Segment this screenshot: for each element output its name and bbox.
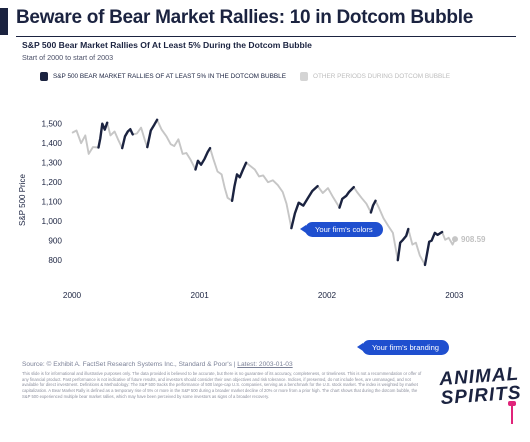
rally-segment-4 <box>194 146 212 171</box>
y-tick-label: 1,000 <box>42 217 63 226</box>
other-segment-4 <box>156 118 197 171</box>
title-rule <box>16 36 516 37</box>
rally-segment-9 <box>396 227 410 262</box>
chart-title: Beware of Bear Market Rallies: 10 in Dot… <box>16 7 473 28</box>
y-tick-label: 1,100 <box>42 198 63 207</box>
x-tick-label: 2003 <box>445 291 464 300</box>
y-tick-label: 1,200 <box>42 178 63 187</box>
rally-segment-6 <box>290 184 319 230</box>
legend-swatch-rally <box>40 71 48 81</box>
other-segment-8 <box>352 186 372 214</box>
rally-segment-1 <box>97 121 109 149</box>
source-text: Source: © Exhibit A. FactSet Research Sy… <box>22 361 236 368</box>
other-segment-1 <box>71 129 100 155</box>
rally-segment-2 <box>120 127 134 150</box>
other-segment-3 <box>131 126 149 149</box>
rally-segment-8 <box>369 199 377 214</box>
y-axis-label: S&P 500 Price <box>18 174 27 226</box>
source-line: Source: © Exhibit A. FactSet Research Sy… <box>22 361 293 368</box>
callout-firm-colors: Your firm's colors <box>300 222 383 237</box>
y-tick-label: 1,300 <box>42 159 63 168</box>
price-chart: 800 900 1,000 1,100 1,200 1,300 1,400 1,500 200… <box>18 118 486 300</box>
other-segment-11 <box>441 231 456 246</box>
latest-date-link[interactable]: Latest: 2003-01-03 <box>237 361 293 368</box>
end-point <box>452 236 458 243</box>
disclaimer-text: This slide is for informational and illu… <box>22 371 422 399</box>
title-accent-bar <box>0 8 8 35</box>
x-axis: 2000 2001 2002 2003 <box>63 291 464 300</box>
y-tick-label: 1,500 <box>42 120 63 129</box>
end-marker: 908.59 <box>452 235 486 244</box>
end-value-label: 908.59 <box>461 235 486 244</box>
brand-accent-dot <box>508 401 516 406</box>
other-segment-10 <box>407 228 426 266</box>
other-segment-2 <box>106 121 124 150</box>
legend: S&P 500 BEAR MARKET RALLIES OF AT LEAST … <box>40 70 464 82</box>
rally-segment-3 <box>146 118 159 149</box>
rally-segment-7 <box>338 185 355 209</box>
callout-firm-branding: Your firm's branding <box>356 340 450 355</box>
other-segment-9 <box>374 199 399 262</box>
series-lines <box>71 118 456 267</box>
legend-label-other: OTHER PERIODS DURING DOTCOM BUBBLE <box>312 72 451 80</box>
other-segment-5 <box>209 147 234 202</box>
legend-item-rally: S&P 500 BEAR MARKET RALLIES OF AT LEAST … <box>40 71 286 81</box>
brand-accent-mark <box>511 404 513 424</box>
y-tick-label: 900 <box>48 237 62 246</box>
legend-swatch-other <box>299 71 308 81</box>
chart-subtitle: S&P 500 Bear Market Rallies Of At Least … <box>22 40 312 50</box>
x-tick-label: 2001 <box>191 291 210 300</box>
chart-period: Start of 2000 to start of 2003 <box>22 53 114 62</box>
brand-logo: ANIMAL SPIRITS <box>439 364 522 409</box>
rally-segment-5 <box>230 161 248 203</box>
x-tick-label: 2000 <box>63 291 82 300</box>
y-tick-label: 1,400 <box>42 139 63 148</box>
legend-item-other: OTHER PERIODS DURING DOTCOM BUBBLE <box>299 71 451 81</box>
y-axis: 800 900 1,000 1,100 1,200 1,300 1,400 1,500 <box>42 120 63 266</box>
legend-label-rally: S&P 500 BEAR MARKET RALLIES OF AT LEAST … <box>53 72 286 80</box>
other-segment-6 <box>245 161 293 230</box>
rally-segment-10 <box>423 230 444 267</box>
other-segment-7 <box>316 185 341 209</box>
y-tick-label: 800 <box>48 256 62 265</box>
x-tick-label: 2002 <box>318 291 337 300</box>
